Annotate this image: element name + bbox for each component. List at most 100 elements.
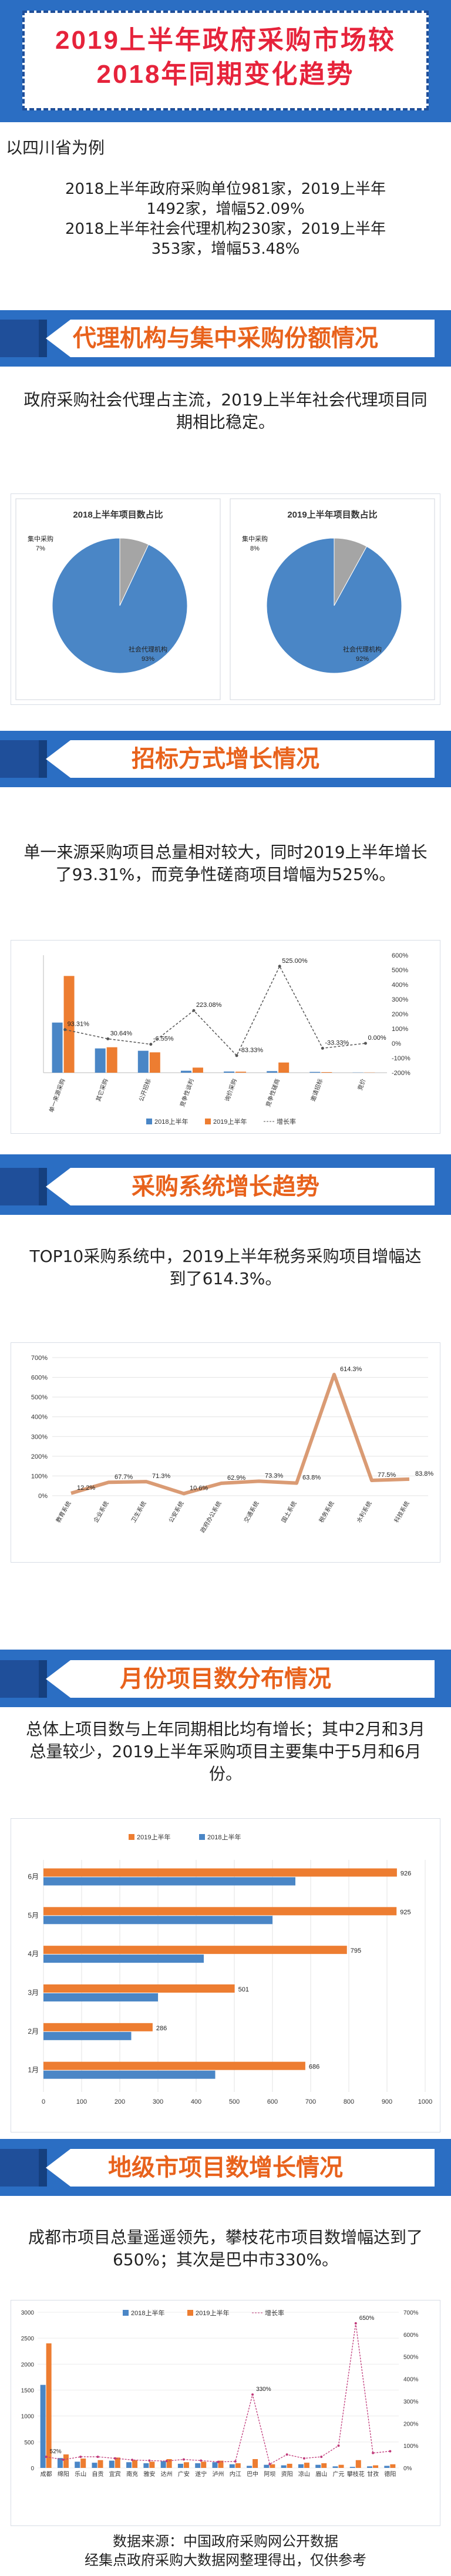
growth-point	[320, 2456, 323, 2459]
y-tick-label: 2月	[28, 2027, 39, 2036]
growth-label: -6.55%	[153, 1036, 174, 1043]
growth-point	[113, 2457, 116, 2460]
y2-tick-label: 600%	[403, 2332, 419, 2339]
growth-point	[149, 1043, 153, 1046]
bar-2019	[97, 2460, 103, 2468]
bar-2019	[304, 2463, 309, 2468]
bar-2018	[267, 1071, 278, 1073]
y-tick-label: 3000	[21, 2310, 35, 2316]
y2-tick-label: 0%	[392, 1040, 401, 1047]
y2-tick-label: 100%	[403, 2443, 419, 2450]
legend-swatch-2019	[129, 1834, 134, 1840]
growth-point	[63, 1028, 67, 1032]
growth-point	[364, 1042, 367, 1045]
system-chart-box: 0% 100% 200% 300% 400% 500% 600% 700% 12.2% 教育系统 6…	[11, 1342, 440, 1563]
x-tick-label: 自贡	[92, 2470, 104, 2478]
bar-2019	[355, 2460, 361, 2468]
y2-tick-label: 500%	[392, 967, 408, 974]
y-tick-label: 1月	[28, 2066, 39, 2074]
system-chart: 0% 100% 200% 300% 400% 500% 600% 700% 12.2% 教育系统 6…	[31, 1355, 434, 1534]
growth-point	[62, 2458, 65, 2461]
y-tick-label: 4月	[28, 1950, 39, 1958]
data-label: 83.8%	[415, 1470, 433, 1477]
growth-point	[302, 2457, 305, 2460]
x-tick-label: 内江	[230, 2470, 241, 2478]
y-tick-label: 700%	[31, 1355, 48, 1362]
title-line-1: 2019上半年政府采购市场较	[55, 26, 396, 55]
x-tick-label: 眉山	[315, 2471, 327, 2478]
section-header-2: 招标方式增长情况	[0, 735, 451, 782]
title-line-2: 2018年同期变化趋势	[96, 60, 355, 89]
bar-2019	[183, 2462, 189, 2468]
bar-2018	[229, 2464, 235, 2468]
pie-label: 社会代理机构	[129, 645, 167, 653]
x-tick-label: 教育系统	[54, 1500, 72, 1524]
legend-swatch-2018	[146, 1119, 152, 1124]
x-tick-label: 100	[76, 2098, 87, 2105]
growth-label: -83.33%	[239, 1047, 263, 1054]
bar-2018	[349, 2467, 355, 2468]
bar-2019	[43, 1868, 397, 1877]
growth-point	[79, 2456, 82, 2459]
x-tick-label: 交通系统	[242, 1500, 260, 1524]
intro-line-2: 1492家，增幅52.09%	[146, 200, 305, 218]
bar-2018	[43, 1916, 272, 1925]
x-tick-label: 成都	[41, 2471, 52, 2478]
section-title-5: 地级市项目数增长情况	[108, 2155, 343, 2181]
x-tick-label: 其它采购	[95, 1078, 110, 1103]
bar-2019	[373, 2465, 379, 2468]
section-title-1: 代理机构与集中采购份额情况	[73, 325, 378, 351]
x-tick-label: 企业系统	[92, 1500, 110, 1524]
intro-line-1: 2018上半年政府采购单位981家，2019上半年	[65, 180, 386, 198]
intro-line-4: 353家，增幅53.48%	[151, 240, 300, 258]
growth-point	[131, 2459, 134, 2461]
bar-2019	[106, 1047, 117, 1073]
bar-2018	[180, 1070, 191, 1073]
x-tick-label: 乐山	[75, 2471, 86, 2478]
legend-label: 2018上半年	[207, 1833, 241, 1841]
x-tick-label: 凉山	[298, 2470, 310, 2478]
data-label: 926	[400, 1870, 411, 1877]
growth-point	[337, 2444, 340, 2447]
growth-point	[217, 2460, 220, 2463]
bar-2019	[46, 2343, 52, 2468]
data-label: 10.6%	[190, 1485, 208, 1492]
legend-label: 2019上半年	[137, 1833, 170, 1841]
month-chart-box: 2019上半年 2018上半年 0 100 200 300 400 500 600 700 800 9…	[11, 1818, 440, 2132]
bar-2019	[166, 2459, 172, 2468]
growth-line	[46, 2323, 391, 2465]
x-tick-label: 单一来源采购	[48, 1078, 67, 1114]
growth-point	[200, 2459, 203, 2462]
growth-point	[106, 1037, 110, 1040]
growth-point	[165, 2460, 168, 2463]
growth-point	[234, 2460, 237, 2463]
data-label: 77.5%	[378, 1472, 396, 1479]
pie-pct-label: 92%	[356, 656, 369, 663]
bar-2018	[315, 2464, 321, 2468]
bar-2018	[137, 1050, 149, 1073]
y2-tick-label: 200%	[403, 2421, 419, 2427]
pie-slice	[266, 538, 402, 674]
x-tick-label: 询价采购	[223, 1078, 238, 1103]
growth-point	[321, 1046, 324, 1050]
bar-2018	[143, 2463, 149, 2468]
data-label: 12.2%	[77, 1485, 95, 1492]
growth-point	[45, 2456, 48, 2459]
x-tick-label: 国土系统	[280, 1500, 298, 1524]
section-header-4: 月份项目数分布情况	[0, 1655, 451, 1702]
bar-2019	[63, 976, 75, 1073]
bar-2019	[218, 2460, 224, 2468]
x-tick-label: 攀枝花	[347, 2470, 365, 2478]
y-tick-label: 6月	[28, 1872, 39, 1880]
bar-2019	[43, 1907, 397, 1916]
data-label: 925	[400, 1909, 410, 1916]
x-tick-label: 政府办公系统	[198, 1500, 223, 1534]
pie-label: 集中采购	[242, 535, 268, 543]
x-tick-label: 巴中	[247, 2470, 258, 2478]
bar-2018	[43, 1954, 204, 1963]
bar-2019	[235, 1072, 247, 1073]
bar-2018	[92, 2463, 97, 2468]
y2-tick-label: 400%	[392, 982, 408, 989]
bar-2019	[149, 1052, 160, 1073]
x-tick-label: 700	[305, 2098, 316, 2105]
